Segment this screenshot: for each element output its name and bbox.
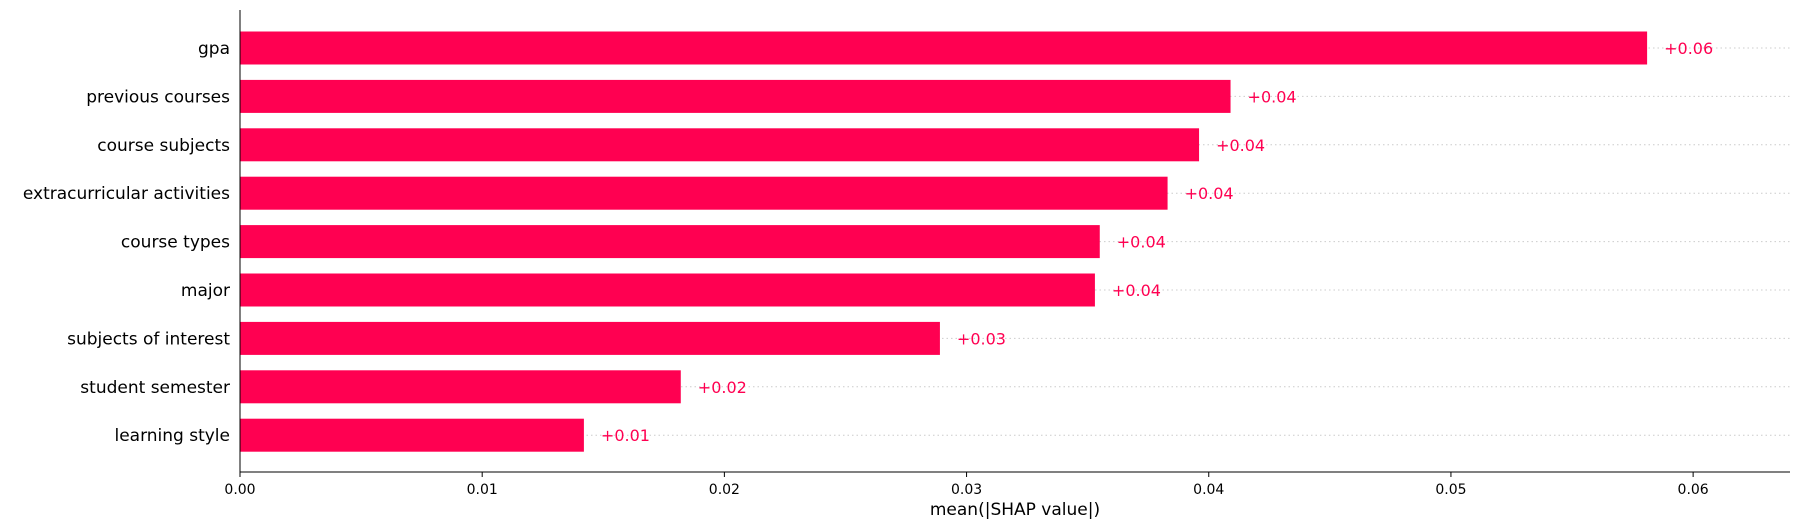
x-tick-label: 0.04: [1193, 482, 1224, 498]
category-label: gpa: [198, 39, 230, 59]
bar: [240, 79, 1231, 113]
x-axis-title: mean(|SHAP value|): [930, 500, 1100, 520]
bars: [240, 31, 1648, 452]
x-tick-label: 0.06: [1678, 482, 1709, 498]
bar: [240, 128, 1200, 162]
category-label: previous courses: [86, 87, 230, 107]
x-tick-label: 0.00: [224, 482, 255, 498]
x-tick-label: 0.03: [951, 482, 982, 498]
x-tick-label: 0.01: [467, 482, 498, 498]
data-label: +0.04: [1117, 233, 1166, 252]
data-label: +0.02: [698, 378, 747, 397]
x-tick-label: 0.02: [709, 482, 740, 498]
category-label: course subjects: [97, 136, 230, 156]
data-label: +0.04: [1185, 184, 1234, 203]
data-label: +0.04: [1216, 136, 1265, 155]
value-labels: +0.06 +0.04 +0.04 +0.04 +0.04 +0.04 +0.03 +0.02…: [601, 39, 1713, 445]
data-label: +0.06: [1664, 39, 1713, 58]
data-label: +0.03: [957, 329, 1006, 348]
bar: [240, 370, 681, 404]
x-axis-ticks: 0.00 0.01 0.02 0.03 0.04 0.05 0.06: [224, 472, 1709, 498]
bar: [240, 176, 1168, 210]
bar: [240, 273, 1095, 307]
category-label: learning style: [114, 426, 230, 446]
category-labels: gpa previous courses course subjects extrac…: [23, 39, 230, 446]
data-label: +0.01: [601, 426, 650, 445]
bar: [240, 31, 1648, 65]
category-label: course types: [121, 233, 230, 253]
data-label: +0.04: [1248, 87, 1297, 106]
bar: [240, 418, 584, 452]
x-tick-label: 0.05: [1435, 482, 1466, 498]
category-label: student semester: [80, 378, 230, 398]
category-label: major: [181, 281, 230, 301]
category-label: subjects of interest: [67, 329, 230, 349]
bar: [240, 321, 940, 355]
category-label: extracurricular activities: [23, 184, 230, 204]
bar: [240, 225, 1100, 259]
data-label: +0.04: [1112, 281, 1161, 300]
